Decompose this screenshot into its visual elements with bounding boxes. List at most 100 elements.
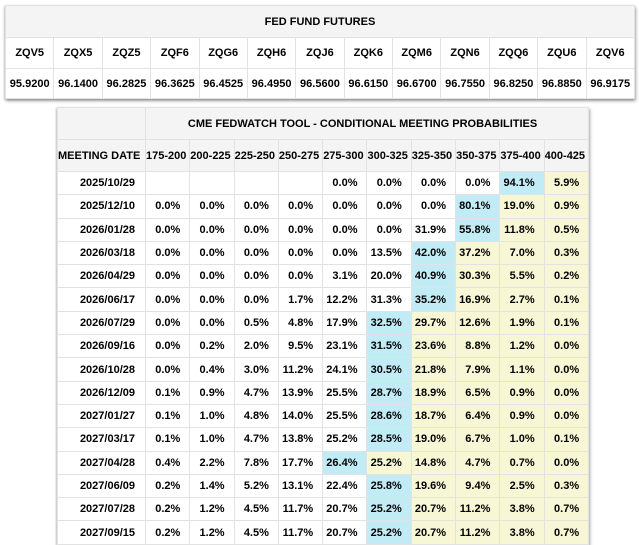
probability-cell: 20.0% [366,264,412,289]
probability-cell: 28.5% [366,427,412,452]
meeting-row: 2026/10/28 0.0% 0.4% 3.0% 11.2% 24.1% 30.5% 21.… [57,357,590,382]
probability-cell: 0.3% [543,473,590,499]
meeting-row: 2026/12/09 0.1% 0.9% 4.7% 13.9% 25.5% 28.7% 18.… [57,380,590,405]
probability-cell: 11.2% [455,497,501,522]
futures-table: FED FUND FUTURES ZQV5 ZQX5 ZQZ5 ZQF6 ZQG6 ZQH… [4,5,635,99]
futures-price-cell: 96.8850 [537,68,587,99]
meeting-row: 2027/09/15 0.2% 1.2% 4.5% 11.7% 20.7% 25.2% 20.… [57,520,590,545]
probability-cell: 0.3% [543,240,590,266]
meeting-row: 2026/07/29 0.0% 0.0% 0.5% 4.8% 17.9% 32.5% 29.7… [57,310,590,336]
probability-cell: 19.0% [410,427,457,452]
probability-cell: 35.2% [410,287,457,312]
rate-range-header: 350-375 [455,139,501,172]
meeting-date-cell: 2027/01/27 [57,403,146,429]
probability-cell: 20.7% [322,497,368,522]
probability-cell: 0.9% [499,403,545,429]
rate-range-header: 275-300 [322,139,368,172]
probability-cell: 0.9% [499,380,545,405]
probability-cell: 7.9% [455,357,501,382]
probability-cell: 4.7% [233,427,279,452]
probability-cell: 3.8% [499,520,545,545]
probability-cell: 20.7% [410,520,457,545]
probability-cell: 0.0% [144,287,191,312]
probability-cell: 1.2% [499,334,545,359]
futures-price-cell: 95.9200 [4,68,55,99]
meeting-row: 2025/12/10 0.0% 0.0% 0.0% 0.0% 0.0% 0.0% 0.0% 80… [57,194,590,219]
meeting-row: 2027/01/27 0.1% 1.0% 4.8% 14.0% 25.5% 28.6% 18.… [57,403,590,429]
probability-cell [233,170,279,196]
probability-cell: 2.2% [189,450,235,475]
probability-cell: 0.5% [233,310,279,336]
probability-cell: 0.1% [543,310,590,336]
probability-cell: 1.2% [189,520,235,545]
probability-cell: 1.7% [277,287,324,312]
meeting-row: 2027/04/28 0.4% 2.2% 7.8% 17.7% 26.4% 25.2% 14.… [57,450,590,475]
probability-cell: 28.7% [366,380,412,405]
probability-cell: 25.2% [322,427,368,452]
futures-title-row: FED FUND FUTURES [5,5,635,38]
meeting-date-cell: 2025/10/29 [57,170,146,196]
probability-cell: 0.0% [189,287,235,312]
probability-cell: 0.2% [144,497,191,522]
probability-cell: 3.8% [499,497,545,522]
probability-cell: 25.5% [322,380,368,405]
probability-cell: 0.0% [233,217,279,242]
futures-symbol-cell: ZQU6 [537,37,587,69]
probability-cell: 25.5% [322,403,368,429]
probability-cell: 30.3% [455,264,501,289]
probability-cell: 55.8% [455,217,501,242]
probability-cell: 11.2% [455,520,501,545]
probability-cell: 0.0% [277,194,324,219]
probability-cell: 0.0% [144,357,191,382]
meeting-date-cell: 2027/07/28 [57,497,146,522]
probability-cell: 4.7% [233,380,279,405]
probability-cell: 0.9% [189,380,235,405]
probability-cell: 0.7% [543,520,590,545]
probability-cell: 0.0% [410,170,457,196]
meeting-date-cell: 2026/09/16 [57,334,146,359]
probability-cell: 0.0% [277,217,324,242]
probability-cell: 0.0% [322,217,368,242]
meeting-row: 2027/06/09 0.2% 1.4% 5.2% 13.1% 22.4% 25.8% 19.… [57,473,590,499]
futures-symbol-cell: ZQG6 [198,37,248,69]
rate-range-header: 300-325 [366,139,412,172]
probability-cell: 14.0% [277,403,324,429]
rate-range-header: 175-200 [144,139,191,172]
probability-cell: 0.2% [144,473,191,499]
probability-cell: 0.0% [322,194,368,219]
probability-cell: 25.2% [366,450,412,475]
meeting-date-cell: 2027/03/17 [57,427,146,452]
probability-cell: 18.7% [410,403,457,429]
meeting-date-cell: 2027/06/09 [57,473,146,499]
probability-cell: 0.1% [144,427,191,452]
probability-cell: 0.0% [455,170,501,196]
probability-cell: 5.5% [499,264,545,289]
meeting-date-cell: 2026/12/09 [57,380,146,405]
futures-symbol-cell: ZQV5 [4,37,55,69]
probability-cell: 0.0% [322,240,368,266]
probability-cell: 0.0% [144,334,191,359]
probability-cell: 42.0% [410,240,457,266]
probability-cell: 17.7% [277,450,324,475]
rate-range-header: 200-225 [189,139,235,172]
probability-cell: 5.2% [233,473,279,499]
probability-cell: 25.8% [366,473,412,499]
probability-cell: 7.8% [233,450,279,475]
fedwatch-title: CME FEDWATCH TOOL - CONDITIONAL MEETING … [144,107,590,140]
futures-symbol-cell: ZQF6 [150,37,200,69]
rate-range-header: 375-400 [499,139,545,172]
futures-price-cell: 96.6150 [343,68,394,99]
probability-cell: 0.0% [233,240,279,266]
meeting-date-header: MEETING DATE [57,139,146,172]
meeting-row: 2026/06/17 0.0% 0.0% 0.0% 1.7% 12.2% 31.3% 35.2… [57,287,590,312]
futures-symbol-cell: ZQX5 [53,37,103,69]
probability-cell: 11.7% [277,520,324,545]
probability-cell: 0.1% [144,380,191,405]
probability-cell: 8.8% [455,334,501,359]
futures-price-cell: 96.5600 [295,68,345,99]
futures-symbol-cell: ZQZ5 [101,37,152,69]
meeting-date-cell: 2026/07/29 [57,310,146,336]
futures-symbol-cell: ZQK6 [343,37,394,69]
probability-cell: 37.2% [455,240,501,266]
probability-cell: 0.0% [543,403,590,429]
